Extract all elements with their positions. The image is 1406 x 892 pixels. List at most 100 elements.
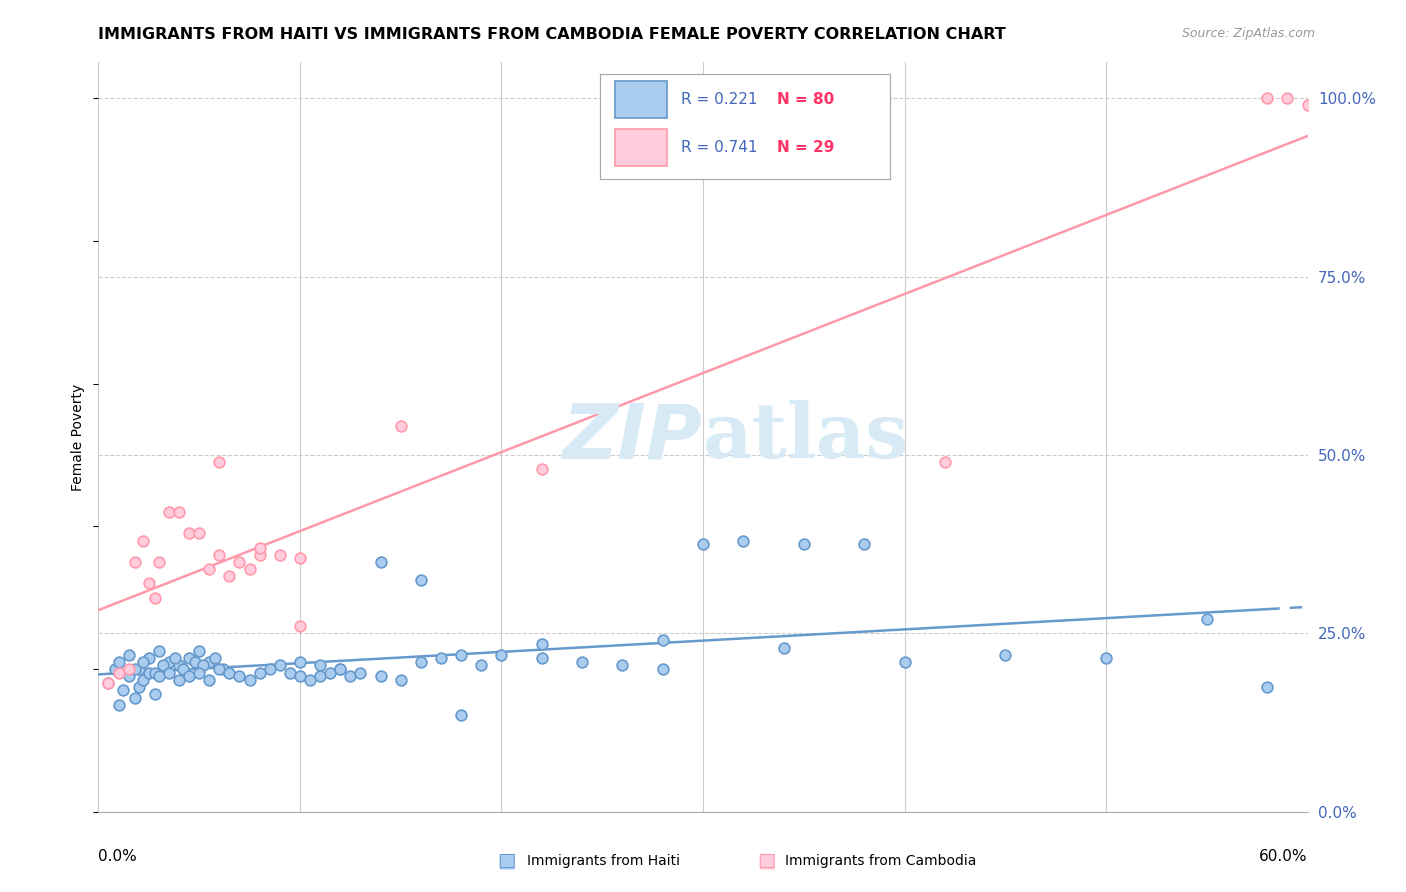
Point [530, 651, 553, 665]
Point [198, 562, 221, 576]
Point [309, 658, 332, 673]
Point [269, 658, 291, 673]
Point [1195, 612, 1218, 626]
Point [934, 455, 956, 469]
Point [530, 637, 553, 651]
Text: Immigrants from Haiti: Immigrants from Haiti [527, 854, 681, 868]
Point [188, 644, 211, 658]
Point [157, 665, 180, 680]
Point [124, 555, 146, 569]
Point [349, 665, 371, 680]
Point [278, 665, 301, 680]
Text: Source: ZipAtlas.com: Source: ZipAtlas.com [1181, 27, 1315, 40]
Point [288, 655, 311, 669]
Point [249, 541, 271, 555]
Point [198, 673, 221, 687]
Point [128, 680, 150, 694]
Point [319, 665, 342, 680]
Text: □: □ [496, 851, 516, 871]
Point [111, 683, 134, 698]
Point [132, 673, 155, 687]
Point [409, 655, 432, 669]
Point [450, 708, 472, 723]
Point [124, 690, 146, 705]
Point [1095, 651, 1118, 665]
Text: IMMIGRANTS FROM HAITI VS IMMIGRANTS FROM CAMBODIA FEMALE POVERTY CORRELATION CHA: IMMIGRANTS FROM HAITI VS IMMIGRANTS FROM… [98, 27, 1007, 42]
Point [143, 665, 166, 680]
Point [124, 662, 146, 676]
Point [733, 533, 755, 548]
Text: Immigrants from Cambodia: Immigrants from Cambodia [785, 854, 976, 868]
Point [179, 669, 201, 683]
Point [994, 648, 1017, 662]
Point [148, 555, 170, 569]
Point [228, 669, 250, 683]
Point [651, 662, 673, 676]
Point [143, 687, 166, 701]
Point [309, 669, 332, 683]
Point [288, 551, 311, 566]
Point [269, 548, 291, 562]
Text: □: □ [756, 851, 776, 871]
Text: ■: ■ [496, 851, 516, 871]
Point [97, 676, 120, 690]
Point [239, 562, 262, 576]
Point [228, 555, 250, 569]
Point [208, 548, 231, 562]
Point [1277, 91, 1299, 105]
Point [157, 505, 180, 519]
Point [692, 537, 714, 551]
Point [793, 537, 815, 551]
Point [184, 655, 207, 669]
Point [138, 665, 160, 680]
Point [148, 669, 170, 683]
Point [450, 648, 472, 662]
Point [370, 669, 392, 683]
Point [152, 658, 174, 673]
Point [339, 669, 361, 683]
Point [167, 505, 190, 519]
Point [188, 526, 211, 541]
Point [193, 658, 215, 673]
Point [651, 633, 673, 648]
Point [179, 526, 201, 541]
Point [188, 665, 211, 680]
Point [772, 640, 794, 655]
Point [1256, 91, 1278, 105]
Point [249, 665, 271, 680]
Point [138, 651, 160, 665]
Point [143, 591, 166, 605]
Point [1296, 98, 1319, 112]
Point [172, 662, 194, 676]
Point [288, 619, 311, 633]
Point [107, 698, 129, 712]
Point [299, 673, 322, 687]
Point [893, 655, 915, 669]
Text: ZIP: ZIP [564, 401, 703, 474]
Point [157, 655, 180, 669]
Text: ■: ■ [756, 851, 776, 871]
Point [118, 669, 141, 683]
Point [389, 419, 412, 434]
Point [530, 462, 553, 476]
Point [571, 655, 593, 669]
Point [132, 533, 155, 548]
Point [97, 676, 120, 690]
Point [329, 662, 352, 676]
Point [198, 655, 221, 669]
Point [107, 665, 129, 680]
Point [239, 673, 262, 687]
Point [409, 573, 432, 587]
Text: 60.0%: 60.0% [1260, 849, 1308, 863]
Text: atlas: atlas [703, 401, 910, 474]
Point [103, 662, 125, 676]
Point [430, 651, 453, 665]
Y-axis label: Female Poverty: Female Poverty [72, 384, 86, 491]
Point [179, 651, 201, 665]
Point [208, 662, 231, 676]
Point [1256, 680, 1278, 694]
Text: 0.0%: 0.0% [98, 849, 138, 863]
Point [208, 455, 231, 469]
Point [148, 644, 170, 658]
Point [163, 651, 186, 665]
